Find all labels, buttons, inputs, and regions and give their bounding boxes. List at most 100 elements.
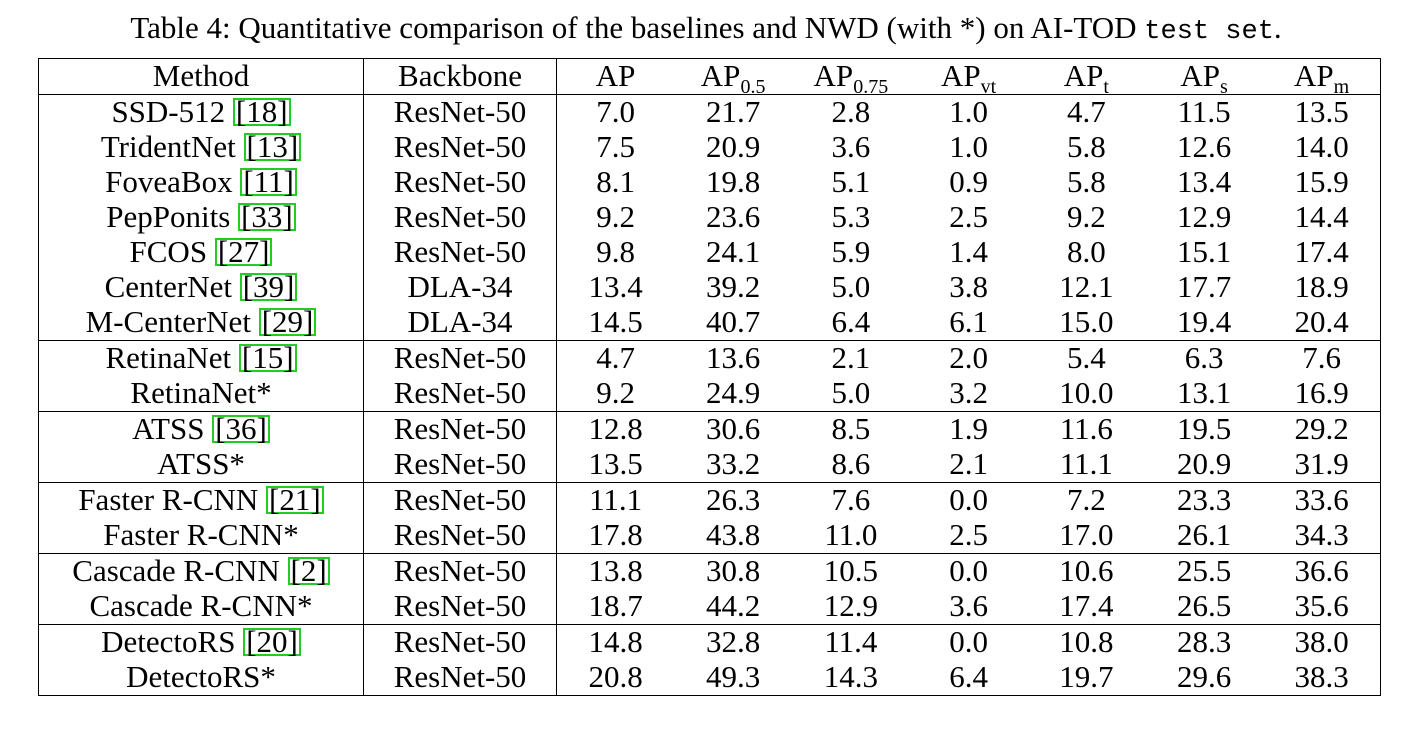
- method-name: Cascade R-CNN*: [89, 588, 313, 623]
- metric-cell: 2.1: [792, 340, 910, 376]
- method-cell: ATSS [36]: [38, 411, 364, 447]
- metric-cell: 13.6: [674, 340, 792, 376]
- metric-cell: 10.6: [1027, 553, 1146, 589]
- metric-cell: 1.0: [949, 129, 988, 164]
- method-cell: ATSS*: [39, 447, 364, 483]
- metric-cell: 24.9: [706, 375, 761, 410]
- table-row: SSD-512 [18] ResNet-50 7.0 21.7 2.8 1.0 4.7 11.…: [39, 94, 1381, 130]
- table-row: DetectoRS* ResNet-50 20.8 49.3 14.3 6.4 19.7 29…: [39, 660, 1381, 696]
- metric-cell: 4.7: [556, 340, 675, 376]
- method-cell: Cascade R-CNN*: [39, 589, 364, 625]
- metric-cell: 0.0: [909, 482, 1028, 518]
- backbone-cell: ResNet-50: [363, 624, 557, 660]
- metric-cell: 7.0: [596, 94, 635, 129]
- metric-cell: 9.8: [596, 234, 635, 269]
- metric-cell: 38.3: [1294, 659, 1349, 694]
- table-row: PepPonits [33] ResNet-50 9.2 23.6 5.3 2.5 9.2 1…: [39, 200, 1381, 235]
- metric-cell: 40.7: [706, 304, 761, 339]
- method-cell: FoveaBox [11]: [39, 165, 364, 200]
- metric-cell: 3.6: [831, 129, 871, 164]
- citation-link[interactable]: [39]: [239, 271, 298, 302]
- backbone-cell: ResNet-50: [363, 340, 557, 376]
- metric-cell: 17.4: [1059, 588, 1114, 623]
- method-cell: M-CenterNet [29]: [39, 305, 364, 341]
- method-name: ATSS: [132, 411, 213, 446]
- metric-cell: 0.0: [909, 624, 1028, 660]
- metric-cell: 9.2: [596, 375, 635, 410]
- method-name: PepPonits: [106, 199, 239, 234]
- citation-link[interactable]: [13]: [243, 131, 302, 162]
- backbone-cell: ResNet-50: [363, 94, 557, 130]
- header-method: Method: [38, 58, 364, 95]
- citation-link[interactable]: [29]: [258, 306, 317, 337]
- metric-cell: 17.0: [1059, 517, 1114, 552]
- method-name: FoveaBox: [105, 164, 241, 199]
- backbone-cell: ResNet-50: [363, 200, 557, 235]
- metric-cell: 4.7: [1067, 94, 1106, 129]
- method-name: ATSS*: [157, 446, 245, 481]
- metric-cell: 6.4: [831, 304, 871, 339]
- header-ap075: AP0.75: [792, 58, 910, 97]
- metric-cell: 26.3: [674, 482, 792, 518]
- metric-cell: 6.4: [949, 659, 988, 694]
- metric-cell: 19.4: [1177, 304, 1232, 339]
- method-name: DetectoRS*: [126, 659, 276, 694]
- table-row: DetectoRS [20] ResNet-50 14.8 32.8 11.4 0.0 10…: [38, 624, 1381, 660]
- header-aps: APs: [1145, 58, 1263, 97]
- metric-cell: 11.5: [1177, 94, 1231, 129]
- citation-link[interactable]: [15]: [238, 342, 297, 373]
- metric-cell: 1.0: [949, 94, 988, 129]
- metric-cell: 14.4: [1294, 199, 1349, 234]
- metric-cell: 13.8: [556, 553, 675, 589]
- method-name: DetectoRS: [101, 624, 244, 659]
- citation-link[interactable]: [20]: [243, 626, 301, 657]
- metric-cell: 26.1: [1177, 517, 1232, 552]
- backbone-cell: ResNet-50: [363, 589, 557, 625]
- table-caption: Table 4: Quantitative comparison of the …: [0, 8, 1412, 52]
- metric-cell: 31.9: [1294, 446, 1349, 481]
- metric-cell: 26.5: [1177, 588, 1232, 623]
- metric-cell: 11.1: [1059, 446, 1113, 481]
- metric-cell: 23.6: [706, 199, 761, 234]
- method-cell: RetinaNet [15]: [38, 340, 364, 376]
- backbone-cell: ResNet-50: [363, 235, 557, 270]
- metric-cell: 25.5: [1145, 553, 1263, 589]
- caption-text: Table 4: Quantitative comparison of the …: [130, 10, 1145, 45]
- method-name: M-CenterNet: [85, 304, 259, 339]
- table-row: RetinaNet [15] ResNet-50 4.7 13.6 2.1 2.0 5.4 6…: [38, 340, 1381, 376]
- metric-cell: 3.6: [949, 588, 988, 623]
- metric-cell: 8.1: [596, 164, 635, 199]
- metric-cell: 2.5: [949, 517, 988, 552]
- citation-link[interactable]: [27]: [214, 236, 273, 267]
- backbone-cell: DLA-34: [363, 270, 557, 305]
- header-row: Method Backbone AP AP0.5 AP0.75 APvt APt…: [38, 58, 1381, 97]
- backbone-cell: ResNet-50: [363, 482, 557, 518]
- table-body: SSD-512 [18] ResNet-50 7.0 21.7 2.8 1.0 4.7 11.…: [38, 94, 1381, 696]
- metric-cell: 7.6: [1263, 340, 1381, 376]
- backbone-cell: ResNet-50: [363, 165, 557, 200]
- metric-cell: 3.2: [949, 375, 988, 410]
- metric-cell: 7.5: [596, 129, 635, 164]
- metric-cell: 12.9: [1177, 199, 1232, 234]
- metric-cell: 5.8: [1067, 164, 1106, 199]
- metric-cell: 30.8: [674, 553, 792, 589]
- metric-cell: 10.0: [1059, 375, 1114, 410]
- citation-link[interactable]: [21]: [266, 484, 324, 515]
- metric-cell: 18.9: [1294, 269, 1349, 304]
- metric-cell: 24.1: [706, 234, 761, 269]
- citation-link[interactable]: [18]: [232, 96, 291, 127]
- metric-cell: 1.9: [909, 411, 1028, 447]
- metric-cell: 11.6: [1027, 411, 1146, 447]
- citation-link[interactable]: [11]: [240, 166, 297, 197]
- metric-cell: 38.0: [1263, 624, 1381, 660]
- citation-link[interactable]: [2]: [287, 555, 330, 586]
- table-row: RetinaNet* ResNet-50 9.2 24.9 5.0 3.2 10.0 13.1…: [39, 376, 1381, 412]
- citation-link[interactable]: [33]: [238, 201, 296, 232]
- metric-cell: 13.5: [1294, 94, 1349, 129]
- metric-cell: 17.8: [588, 517, 643, 552]
- metric-cell: 5.3: [831, 199, 871, 234]
- table-row: M-CenterNet [29] DLA-34 14.5 40.7 6.4 6.1 15.0…: [39, 305, 1381, 341]
- citation-link[interactable]: [36]: [212, 413, 270, 444]
- metric-cell: 5.4: [1027, 340, 1146, 376]
- metric-cell: 10.5: [792, 553, 910, 589]
